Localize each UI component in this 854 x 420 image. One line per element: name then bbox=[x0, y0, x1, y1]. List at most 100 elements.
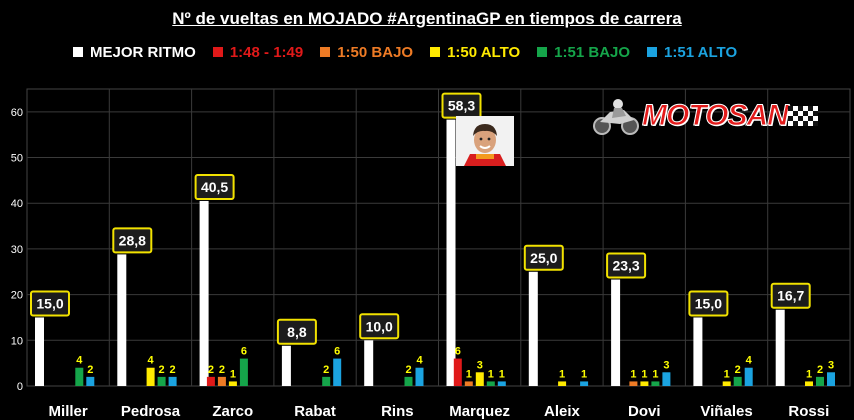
x-tick-label: Marquez bbox=[449, 403, 510, 420]
bar-value-label: 4 bbox=[148, 355, 155, 367]
bar-1 bbox=[453, 358, 462, 386]
legend-item: 1:51 BAJO bbox=[536, 44, 630, 61]
x-tick-label: Miller bbox=[49, 403, 88, 420]
value-callout bbox=[194, 173, 235, 200]
x-tick-label: Pedrosa bbox=[121, 403, 181, 420]
x-tick-label: Aleix bbox=[544, 403, 581, 420]
value-callout bbox=[606, 252, 647, 279]
bar-4 bbox=[651, 381, 660, 386]
legend-label: 1:48 - 1:49 bbox=[229, 43, 304, 61]
value-callout-text: 15,0 bbox=[695, 295, 722, 311]
bar-5 bbox=[827, 372, 835, 386]
bar-mejor-ritmo bbox=[281, 345, 291, 386]
bar-4 bbox=[733, 376, 742, 386]
bar-3 bbox=[475, 372, 484, 386]
bar-4 bbox=[816, 376, 824, 386]
bar-5 bbox=[86, 376, 95, 386]
legend-swatch bbox=[319, 46, 332, 58]
legend-item: 1:48 - 1:49 bbox=[211, 43, 304, 61]
value-callout-text: 8,8 bbox=[287, 324, 307, 340]
bar-3 bbox=[146, 367, 155, 386]
value-callout bbox=[770, 282, 811, 309]
bar-value-label: 1 bbox=[559, 368, 565, 380]
bar-2 bbox=[464, 381, 473, 386]
bar-5 bbox=[744, 367, 753, 386]
bar-mejor-ritmo bbox=[446, 119, 456, 387]
bar-value-label: 1 bbox=[652, 368, 658, 380]
bar-value-label: 1 bbox=[488, 368, 494, 380]
bar-value-label: 2 bbox=[208, 364, 214, 376]
legend-label: MEJOR RITMO bbox=[90, 43, 196, 61]
value-callout-text: 28,8 bbox=[119, 232, 146, 248]
bar-value-label: 2 bbox=[323, 364, 329, 376]
bar-mejor-ritmo bbox=[117, 254, 127, 386]
legend-swatch bbox=[536, 46, 549, 58]
value-callout-text: 58,3 bbox=[448, 98, 475, 114]
motosan-logo: MOTOSAN bbox=[590, 92, 840, 140]
y-tick-label: 0 bbox=[17, 381, 23, 393]
bar-mejor-ritmo bbox=[364, 340, 374, 386]
legend-swatch bbox=[72, 46, 84, 58]
legend-item: 1:50 ALTO bbox=[429, 44, 520, 61]
legend-label: 1:51 ALTO bbox=[664, 43, 738, 61]
bar-value-label: 3 bbox=[828, 359, 834, 371]
bar-mejor-ritmo bbox=[35, 317, 44, 386]
bar-4 bbox=[486, 381, 495, 386]
value-callout bbox=[359, 313, 400, 340]
bar-value-label: 1 bbox=[230, 368, 236, 380]
y-tick-label: 10 bbox=[11, 335, 23, 347]
bar-value-label: 2 bbox=[159, 364, 165, 376]
bar-mejor-ritmo bbox=[199, 200, 209, 386]
value-callout bbox=[688, 290, 729, 317]
bar-value-label: 1 bbox=[641, 368, 647, 380]
bar-value-label: 2 bbox=[735, 364, 741, 376]
value-callout-text: 25,0 bbox=[530, 250, 557, 266]
bar-2 bbox=[217, 376, 226, 386]
bar-mejor-ritmo bbox=[775, 309, 785, 386]
legend-label: 1:50 ALTO bbox=[447, 43, 521, 61]
bar-value-label: 1 bbox=[466, 368, 472, 380]
bar-2 bbox=[629, 381, 638, 386]
bar-value-label: 2 bbox=[405, 364, 411, 376]
legend-label: 1:51 BAJO bbox=[554, 43, 631, 61]
y-tick-label: 60 bbox=[11, 107, 23, 119]
value-callout-text: 23,3 bbox=[612, 258, 639, 274]
bar-mejor-ritmo bbox=[611, 279, 621, 386]
bar-value-label: 4 bbox=[746, 355, 753, 367]
bar-value-label: 2 bbox=[219, 364, 225, 376]
x-tick-label: Rins bbox=[381, 403, 414, 420]
bar-5 bbox=[333, 358, 342, 386]
bar-5 bbox=[580, 381, 589, 386]
value-callout bbox=[112, 227, 153, 254]
bar-value-label: 1 bbox=[499, 368, 505, 380]
logo-text: MOTOSAN bbox=[642, 99, 790, 133]
x-tick-label: Viñales bbox=[700, 403, 752, 420]
value-callout bbox=[276, 318, 317, 345]
bar-3 bbox=[640, 381, 649, 386]
bar-mejor-ritmo bbox=[528, 271, 538, 386]
bar-value-label: 3 bbox=[663, 359, 669, 371]
bar-value-label: 6 bbox=[455, 346, 461, 358]
bar-3 bbox=[805, 381, 813, 386]
x-tick-label: Rabat bbox=[294, 403, 336, 420]
bar-value-label: 2 bbox=[817, 364, 823, 376]
chart-title: Nº de vueltas en MOJADO #ArgentinaGP en … bbox=[172, 9, 682, 28]
legend-label: 1:50 BAJO bbox=[337, 43, 414, 61]
y-tick-label: 40 bbox=[11, 198, 23, 210]
bar-3 bbox=[558, 381, 567, 386]
value-callout-text: 40,5 bbox=[201, 179, 228, 195]
value-callout-text: 16,7 bbox=[777, 288, 804, 304]
value-callout-text: 10,0 bbox=[366, 318, 393, 334]
bar-5 bbox=[497, 381, 506, 386]
legend-item: MEJOR RITMO bbox=[72, 44, 196, 61]
bar-5 bbox=[662, 372, 671, 386]
bar-value-label: 6 bbox=[334, 346, 340, 358]
motorcycle-rider-icon bbox=[593, 99, 639, 135]
bar-value-label: 2 bbox=[170, 364, 176, 376]
bar-4 bbox=[404, 376, 413, 386]
bar-4 bbox=[75, 367, 84, 386]
bar-3 bbox=[228, 381, 237, 386]
legend-item: 1:51 ALTO bbox=[646, 44, 737, 61]
legend-swatch bbox=[646, 46, 659, 58]
